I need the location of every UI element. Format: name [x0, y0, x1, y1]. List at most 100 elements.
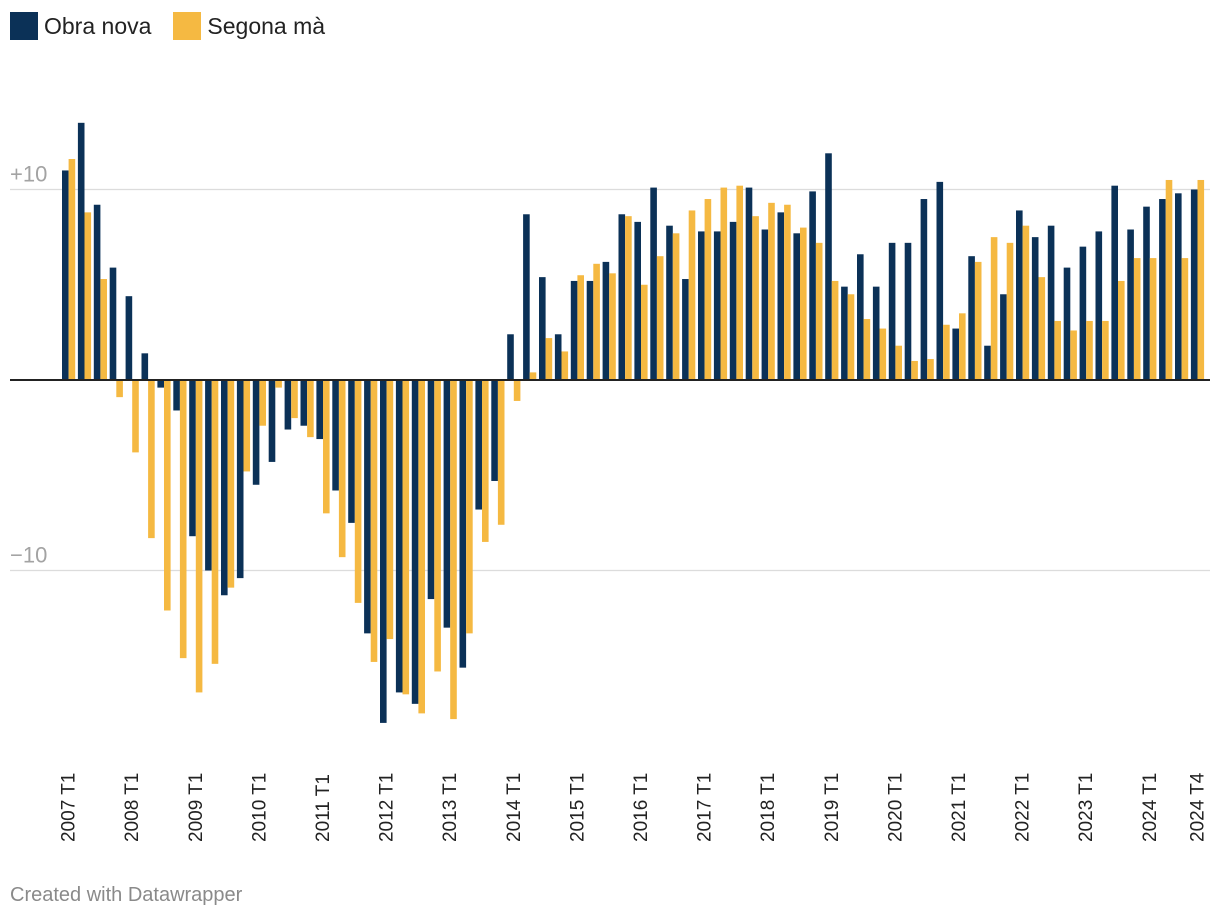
bar-obra-nova: Obra nova 2018 T3: 7.7: [793, 233, 800, 380]
bar-obra-nova: Obra nova 2015 T4: 8.7: [618, 214, 626, 380]
bar-segona-ma: Segona mà 2019 T3: 3.2: [863, 319, 871, 380]
bar-obra-nova: Obra nova 2017 T2: 7.8: [713, 231, 721, 380]
bar-segona-ma: Segona mà 2015 T2: 6.1: [593, 263, 600, 380]
bar-segona-ma: Segona mà 2024 T1: 6.4: [1149, 258, 1157, 380]
bar-segona-ma: Segona mà 2017 T2: 10.1: [720, 187, 728, 380]
bar-obra-nova: Obra nova 2013 T2: -15.1: [459, 380, 467, 668]
bar-segona-ma: Segona mà 2016 T1: 5: [641, 284, 648, 380]
x-tick-label: 2013 T1: [440, 773, 461, 842]
bar-obra-nova: Obra nova 2007 T1: 11: [62, 170, 69, 380]
x-tick-label: 2008 T1: [122, 773, 143, 842]
bar-segona-ma: Segona mà 2024 T4: 10.5: [1197, 179, 1205, 380]
bar-obra-nova: Obra nova 2012 T1: -18: [380, 380, 387, 723]
bar-segona-ma: Segona mà 2019 T1: 5.2: [831, 280, 839, 380]
bar-segona-ma: Segona mà 2018 T4: 7.2: [815, 242, 823, 380]
bar-obra-nova: Obra nova 2009 T2: -10: [205, 380, 212, 571]
bar-segona-ma: Segona mà 2008 T2: -8.3: [148, 380, 155, 539]
bar-obra-nova: Obra nova 2011 T2: -5.8: [332, 380, 339, 491]
bar-obra-nova: Obra nova 2020 T3: 9.5: [920, 199, 928, 380]
bar-segona-ma: Segona mà 2024 T2: 10.5: [1165, 179, 1173, 380]
bar-obra-nova: Obra nova 2007 T3: 9.2: [93, 204, 101, 380]
legend-item-segona-ma[interactable]: Segona mà: [173, 12, 325, 40]
bar-obra-nova: Obra nova 2012 T3: -17: [411, 380, 419, 704]
bar-obra-nova: Obra nova 2010 T2: -4.3: [268, 380, 276, 462]
bar-obra-nova: Obra nova 2015 T1: 5.2: [570, 280, 578, 380]
legend-swatch-obra-nova: [10, 12, 38, 40]
bar-segona-ma: Segona mà 2021 T3: 7.5: [990, 237, 998, 381]
bar-segona-ma: Segona mà 2023 T4: 6.4: [1133, 258, 1141, 380]
bar-obra-nova: Obra nova 2016 T2: 10.1: [650, 187, 657, 380]
bar-segona-ma: Segona mà 2018 T2: 9.2: [784, 204, 791, 380]
bar-obra-nova: Obra nova 2022 T3: 8.1: [1047, 225, 1055, 380]
bar-obra-nova: Obra nova 2009 T1: -8.2: [189, 380, 196, 537]
bar-obra-nova: Obra nova 2023 T1: 7: [1079, 246, 1087, 380]
bar-obra-nova: Obra nova 2019 T4: 4.9: [872, 286, 880, 380]
bar-segona-ma: Segona mà 2014 T3: 2.2: [545, 338, 553, 380]
bar-segona-ma: Segona mà 2011 T4: -14.8: [370, 380, 378, 662]
x-tick-label: 2020 T1: [885, 773, 906, 842]
x-tick-label: 2011 T1: [313, 774, 334, 842]
bar-obra-nova: Obra nova 2022 T1: 8.9: [1016, 210, 1023, 380]
bar-segona-ma: Segona mà 2012 T2: -16.5: [402, 380, 410, 695]
x-tick-label: 2017 T1: [695, 773, 716, 842]
x-tick-label: 2010 T1: [249, 773, 270, 842]
bar-obra-nova: Obra nova 2008 T1: 4.4: [125, 296, 133, 380]
x-tick-label: 2021 T1: [949, 773, 970, 842]
bar-segona-ma: Segona mà 2010 T2: -0.4: [275, 380, 282, 388]
bar-obra-nova: Obra nova 2024 T4: 10: [1190, 189, 1198, 380]
bar-segona-ma: Segona mà 2020 T3: 1.1: [927, 359, 934, 380]
bar-obra-nova: Obra nova 2014 T1: 2.4: [507, 334, 514, 380]
bar-chart: +10 −10 Obra nova 2007 T1: 11 Obra nova 200…: [10, 122, 1210, 842]
bar-segona-ma: Segona mà 2019 T4: 2.7: [879, 328, 887, 380]
bar-obra-nova: Obra nova 2014 T4: 2.4: [554, 334, 562, 380]
bar-obra-nova: Obra nova 2017 T3: 8.3: [729, 221, 737, 380]
bar-obra-nova: Obra nova 2018 T1: 7.9: [761, 229, 769, 380]
bar-segona-ma: Segona mà 2009 T2: -14.9: [211, 380, 219, 664]
bar-obra-nova: Obra nova 2021 T4: 4.5: [1000, 294, 1007, 380]
legend-swatch-segona-ma: [173, 12, 202, 40]
bar-segona-ma: Segona mà 2008 T4: -14.6: [179, 380, 187, 659]
legend-label-segona-ma: Segona mà: [207, 12, 326, 39]
bar-segona-ma: Segona mà 2020 T2: 1: [911, 360, 918, 380]
bar-segona-ma: Segona mà 2013 T1: -17.8: [450, 380, 457, 720]
bar-obra-nova: Obra nova 2007 T2: 13.5: [77, 122, 85, 380]
bar-obra-nova: Obra nova 2012 T2: -16.4: [395, 380, 403, 693]
bar-obra-nova: Obra nova 2013 T4: -5.3: [491, 380, 498, 481]
bar-obra-nova: Obra nova 2016 T4: 5.3: [682, 279, 689, 380]
bar-segona-ma: Segona mà 2022 T1: 8.1: [1022, 225, 1030, 380]
bar-segona-ma: Segona mà 2014 T1: -1.1: [513, 380, 521, 401]
bar-segona-ma: Segona mà 2010 T3: -2: [291, 380, 298, 419]
bar-obra-nova: Obra nova 2014 T3: 5.4: [539, 277, 546, 380]
bar-obra-nova: Obra nova 2017 T1: 7.8: [698, 231, 705, 380]
bar-obra-nova: Obra nova 2018 T2: 8.8: [777, 212, 785, 380]
bar-obra-nova: Obra nova 2007 T4: 5.9: [109, 267, 117, 380]
legend-item-obra-nova[interactable]: Obra nova: [10, 12, 151, 40]
bar-segona-ma: Segona mà 2021 T1: 3.5: [959, 313, 966, 380]
bar-obra-nova: Obra nova 2013 T1: -13: [443, 380, 451, 628]
x-tick-label: 2012 T1: [377, 773, 398, 842]
bar-segona-ma: Segona mà 2016 T4: 8.9: [688, 210, 696, 380]
bar-segona-ma: Segona mà 2011 T1: -7: [323, 380, 330, 514]
bar-segona-ma: Segona mà 2010 T4: -3: [307, 380, 314, 438]
bar-segona-ma: Segona mà 2009 T4: -4.8: [243, 380, 251, 472]
bar-obra-nova: Obra nova 2021 T1: 2.7: [952, 328, 959, 380]
bar-obra-nova: Obra nova 2019 T2: 4.9: [841, 286, 848, 380]
bar-segona-ma: Segona mà 2023 T3: 5.2: [1118, 280, 1125, 380]
bar-obra-nova: Obra nova 2015 T2: 5.2: [586, 280, 594, 380]
y-tick-label: −10: [10, 543, 47, 568]
bar-segona-ma: Segona mà 2013 T2: -13.3: [466, 380, 473, 634]
bar-obra-nova: Obra nova 2023 T3: 10.2: [1111, 185, 1118, 380]
bar-segona-ma: Segona mà 2017 T4: 8.6: [752, 216, 759, 380]
x-tick-label: 2009 T1: [186, 773, 207, 842]
bar-obra-nova: Obra nova 2023 T2: 7.8: [1095, 231, 1103, 380]
bar-obra-nova: Obra nova 2018 T4: 9.9: [809, 191, 816, 380]
bar-obra-nova: Obra nova 2013 T3: -6.8: [475, 380, 482, 510]
bar-obra-nova: Obra nova 2014 T2: 8.7: [523, 214, 530, 380]
bar-obra-nova: Obra nova 2022 T2: 7.5: [1031, 237, 1039, 381]
bar-segona-ma: Segona mà 2008 T1: -3.8: [132, 380, 139, 453]
x-tick-label: 2014 T1: [504, 773, 525, 842]
bar-segona-ma: Segona mà 2009 T1: -16.4: [195, 380, 203, 693]
bar-segona-ma: Segona mà 2023 T1: 3.1: [1086, 320, 1093, 380]
bar-obra-nova: Obra nova 2008 T2: 1.4: [141, 353, 149, 380]
bar-segona-ma: Segona mà 2007 T4: -0.9: [116, 380, 123, 398]
